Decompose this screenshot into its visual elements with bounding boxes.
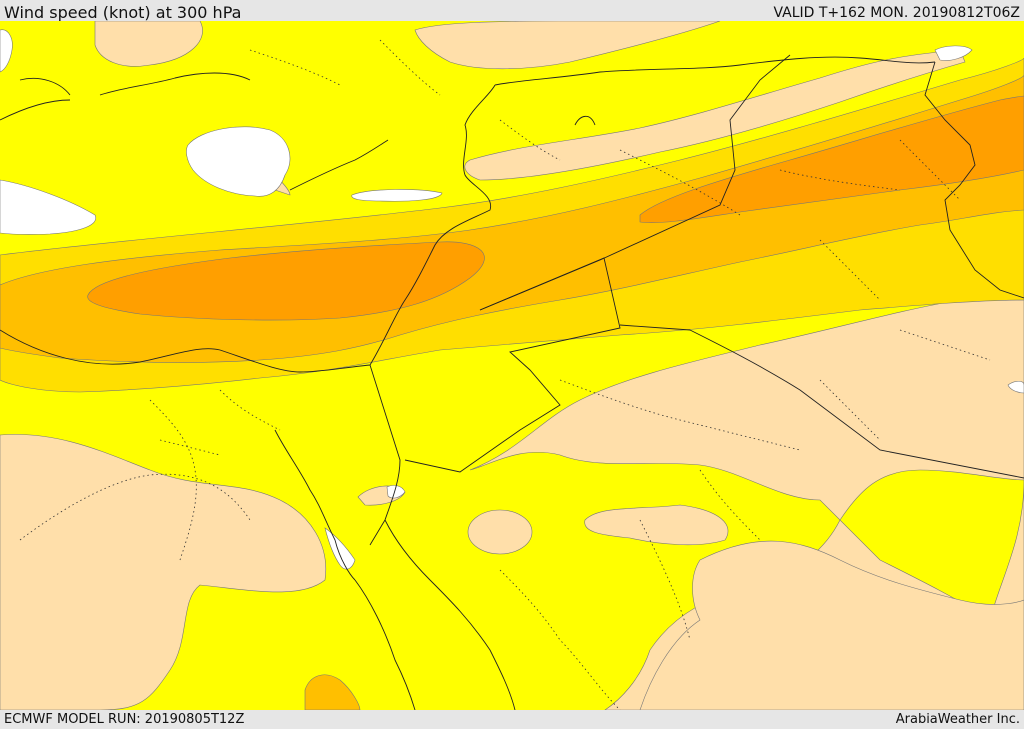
credit-label: ArabiaWeather Inc.: [895, 712, 1020, 727]
header-bar: [0, 0, 1024, 21]
amber-spot-south: [304, 674, 361, 710]
model-run-label: ECMWF MODEL RUN: 20190805T12Z: [4, 712, 245, 727]
map-title: Wind speed (knot) at 300 hPa: [4, 3, 242, 22]
wheat-zones: [0, 21, 1024, 710]
footer-bar: [0, 710, 1024, 729]
valid-time: VALID T+162 MON. 20190812T06Z: [773, 5, 1020, 21]
orange-core: [87, 241, 485, 321]
wind-speed-map: [0, 21, 1024, 710]
white-areas: [0, 29, 1024, 570]
orange-core-east: [639, 95, 1024, 224]
coastlines: [0, 54, 1024, 710]
admin-lines: [19, 39, 991, 710]
